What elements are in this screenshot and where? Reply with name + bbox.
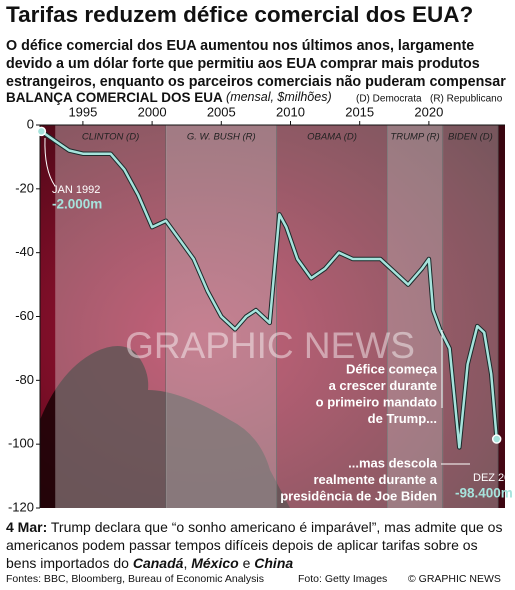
legend-note: (D) Democrata (356, 94, 422, 105)
y-tick-label: -120 (8, 499, 34, 514)
annotation-text: presidência de Joe Biden (280, 488, 437, 503)
annotation-value: -2.000m (52, 197, 102, 212)
annotation-text: a crescer durante (329, 378, 437, 393)
annotation-text: Défice começa (346, 361, 438, 376)
x-tick-label: 2015 (345, 104, 374, 119)
period-band (276, 125, 388, 508)
caption-text: , (183, 555, 192, 571)
period-label: BIDEN (D) (448, 132, 493, 143)
y-tick-label: -40 (15, 244, 34, 259)
period-band (55, 125, 166, 508)
annotation-pointer (44, 137, 56, 187)
period-label: OBAMA (D) (307, 132, 357, 143)
x-tick-label: 1995 (68, 104, 97, 119)
caption-text: México (191, 555, 239, 571)
copyright: © GRAPHIC NEWS (408, 573, 501, 585)
period-label: TRUMP (R) (390, 132, 439, 143)
caption-text: China (254, 555, 294, 571)
y-tick-label: -100 (8, 436, 34, 451)
annotation-date: JAN 1992 (52, 184, 100, 196)
x-tick-label: 2000 (138, 104, 167, 119)
period-label: CLINTON (D) (82, 132, 139, 143)
data-line (40, 130, 498, 449)
photo-credit: Foto: Getty Images (298, 573, 388, 585)
y-tick-label: -80 (15, 372, 34, 387)
legend-note: (R) Republicano (430, 94, 503, 105)
end-point (36, 126, 47, 137)
y-axis-title: BALANÇA COMERCIAL DOS EUA (mensal, $milh… (6, 90, 332, 105)
y-axis-title-text: BALANÇA COMERCIAL DOS EUA (6, 90, 223, 105)
annotation-date: DEZ 2024 (473, 472, 515, 484)
subtitle: O défice comercial dos EUA aumentou nos … (6, 38, 506, 90)
annotation-text: ...mas descola (348, 455, 438, 470)
watermark: GRAPHIC NEWS (125, 325, 415, 366)
caption-text: e (238, 555, 255, 571)
caption-text: Trump declara que “o sonho americano é i… (6, 519, 503, 571)
caption-date: 4 Mar: (6, 519, 48, 535)
annotation-value: -98.400m (455, 486, 513, 501)
end-point (491, 434, 502, 444)
chart: BALANÇA COMERCIAL DOS EUA (mensal, $milh… (6, 90, 515, 514)
x-tick-label: 2010 (276, 104, 305, 119)
caption: 4 Mar: Trump declara que “o sonho americ… (6, 518, 511, 572)
x-tick-label: 2020 (414, 104, 443, 119)
y-tick-label: 0 (27, 116, 34, 131)
y-axis-unit: (mensal, $milhões) (226, 90, 332, 104)
annotation-text: de Trump... (368, 411, 437, 426)
y-tick-label: -60 (15, 308, 34, 323)
period-label: G. W. BUSH (R) (187, 132, 256, 143)
title: Tarifas reduzem défice comercial dos EUA… (6, 2, 474, 27)
caption-text: Canadá (132, 555, 184, 571)
y-tick-label: -20 (15, 180, 34, 195)
period-band (442, 125, 499, 508)
annotation-text: realmente durante a (313, 472, 437, 487)
annotation-text: o primeiro mandato (316, 394, 437, 409)
x-tick-label: 2005 (207, 104, 236, 119)
sources: Fontes: BBC, Bloomberg, Bureau of Econom… (6, 573, 264, 585)
